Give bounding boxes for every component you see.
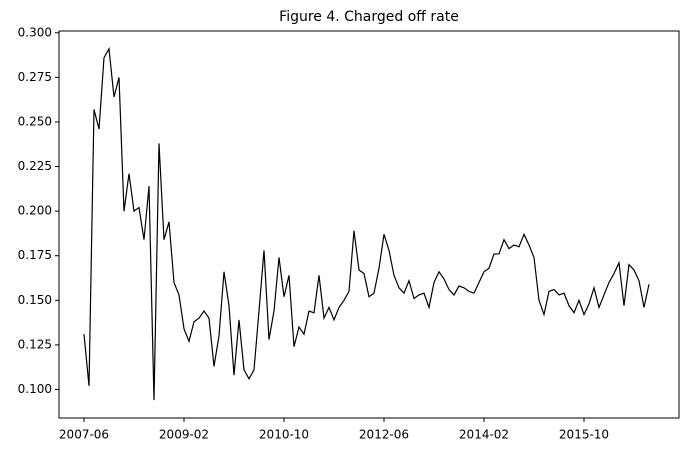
y-tick-label: 0.300 [18,25,52,39]
x-tick-label: 2010-10 [259,428,309,442]
y-tick-label: 0.225 [18,159,52,173]
y-tick-label: 0.175 [18,248,52,262]
x-tick-label: 2007-06 [59,428,109,442]
x-tick-label: 2012-06 [359,428,409,442]
chart-title: Figure 4. Charged off rate [279,9,459,25]
y-tick-label: 0.200 [18,204,52,218]
y-tick-label: 0.150 [18,293,52,307]
data-line [83,46,650,401]
x-tick-label: 2009-02 [159,428,209,442]
y-tick-label: 0.125 [18,337,52,351]
x-tick-label: 2015-10 [559,428,609,442]
y-tick-label: 0.100 [18,382,52,396]
y-tick-label: 0.250 [18,114,52,128]
plot-frame [58,30,680,419]
y-tick-label: 0.275 [18,70,52,84]
x-tick-label: 2014-02 [459,428,509,442]
